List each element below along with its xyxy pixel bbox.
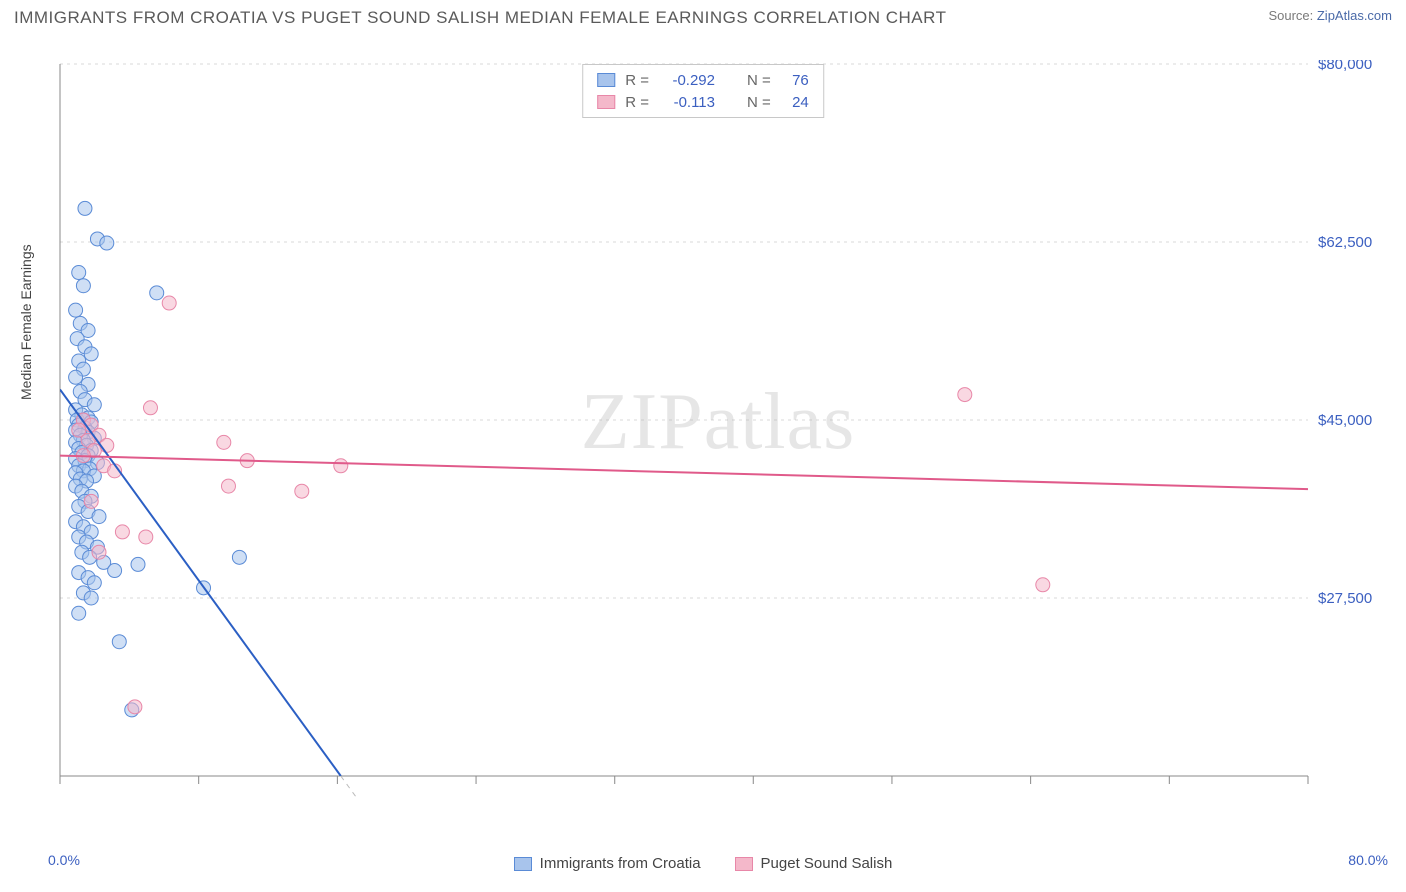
series-legend: Immigrants from Croatia Puget Sound Salis…: [0, 855, 1406, 872]
svg-text:$62,500: $62,500: [1318, 234, 1372, 251]
legend-label: Puget Sound Salish: [761, 855, 893, 872]
chart-title: IMMIGRANTS FROM CROATIA VS PUGET SOUND S…: [14, 8, 946, 28]
r-label: R =: [625, 94, 649, 111]
legend-swatch: [735, 857, 753, 871]
n-label: N =: [747, 72, 771, 89]
r-value: -0.113: [659, 94, 715, 111]
legend-swatch: [597, 95, 615, 109]
scatter-plot-svg: $27,500 $45,000 $62,500 $80,000: [48, 60, 1388, 800]
n-value: 76: [781, 72, 809, 89]
source-link[interactable]: ZipAtlas.com: [1317, 8, 1392, 23]
source-attribution: Source: ZipAtlas.com: [1268, 8, 1392, 23]
svg-text:$27,500: $27,500: [1318, 590, 1372, 607]
correlation-legend-row: R = -0.113 N = 24: [597, 91, 809, 113]
source-label: Source:: [1268, 8, 1316, 23]
legend-swatch: [514, 857, 532, 871]
chart-plot-area: $27,500$45,000$62,500$80,000 ZIPatlas: [48, 60, 1388, 800]
correlation-legend-row: R = -0.292 N = 76: [597, 69, 809, 91]
svg-text:$45,000: $45,000: [1318, 412, 1372, 429]
legend-swatch: [597, 73, 615, 87]
legend-item: Immigrants from Croatia: [514, 855, 701, 872]
r-value: -0.292: [659, 72, 715, 89]
legend-item: Puget Sound Salish: [735, 855, 893, 872]
y-axis-label: Median Female Earnings: [18, 244, 34, 400]
svg-text:$80,000: $80,000: [1318, 60, 1372, 73]
n-label: N =: [747, 94, 771, 111]
r-label: R =: [625, 72, 649, 89]
n-value: 24: [781, 94, 809, 111]
legend-label: Immigrants from Croatia: [540, 855, 701, 872]
correlation-legend: R = -0.292 N = 76 R = -0.113 N = 24: [582, 64, 824, 118]
